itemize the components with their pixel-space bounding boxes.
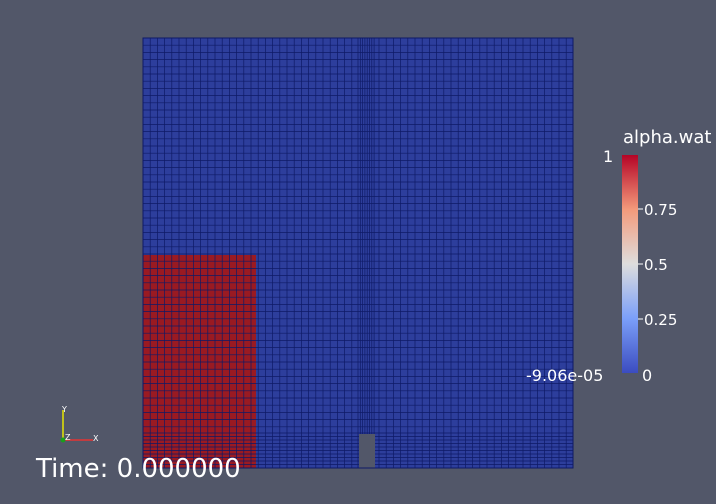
domain-outline [142, 37, 574, 469]
z-axis-label: Z [65, 433, 71, 442]
colorbar: alpha.wat 1 0.75 0.5 0.25 -9.06e-05 0 [526, 127, 711, 385]
colorbar-tick-label: 0.5 [644, 256, 668, 274]
y-axis-label: Y [61, 405, 67, 414]
mesh-gridlines [142, 37, 573, 469]
z-axis-dot [60, 437, 66, 443]
time-label: Time: 0.000000 [35, 454, 241, 484]
colorbar-tick-label: 0.75 [644, 201, 677, 219]
colorbar-tick-label: 0.25 [644, 311, 677, 329]
x-axis-label: X [93, 434, 99, 443]
colorbar-title: alpha.wat [623, 127, 711, 148]
colorbar-gradient [622, 155, 638, 373]
colorbar-zero-label: 0 [642, 366, 652, 385]
water-column [143, 255, 256, 468]
orientation-axes: Y Z X [60, 405, 99, 443]
obstacle [359, 434, 375, 468]
colorbar-max-label: 1 [603, 147, 613, 166]
colorbar-min-label: -9.06e-05 [526, 366, 603, 385]
mesh-field [142, 37, 574, 469]
